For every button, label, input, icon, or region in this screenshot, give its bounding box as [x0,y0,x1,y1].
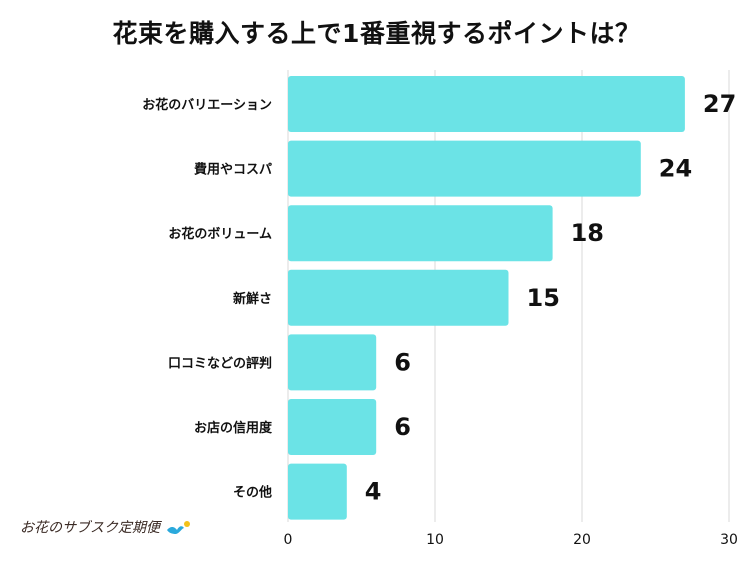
category-label-1: 費用やコスパ [194,162,272,178]
bar-5 [288,399,377,455]
bar-4 [288,334,377,391]
category-label-0: お花のバリエーション [142,97,272,113]
value-label-6: 4 [365,478,382,506]
x-tick-label-1: 10 [426,532,444,548]
value-label-1: 24 [659,155,692,183]
value-label-3: 15 [527,284,560,312]
value-label-2: 18 [571,219,604,247]
value-label-5: 6 [394,413,411,441]
bar-1 [288,140,641,197]
x-tick-label-2: 20 [573,532,591,548]
bar-0 [288,76,685,132]
category-label-3: 新鮮さ [233,291,272,307]
value-label-0: 27 [703,90,736,118]
labels: 0 10 20 30 お花のバリエーション 27 費用やコスパ 24 お花のボリューム 18 新鮮さ… [142,90,738,548]
bar-2 [288,205,553,262]
brand-text: お花のサブスク定期便 [20,520,160,536]
category-label-5: お店の信用度 [194,420,273,436]
bars [288,76,685,520]
x-tick-label-3: 30 [720,532,738,548]
bird-and-flower-icon [167,521,191,534]
bar-6 [288,463,347,520]
bar-3 [288,269,509,326]
brand-logo: お花のサブスク定期便 [20,517,192,537]
category-label-4: 口コミなどの評判 [168,355,272,371]
category-label-6: その他 [233,485,272,501]
chart-title: 花束を購入する上で1番重視するポイントは？ [112,19,641,48]
value-label-4: 6 [394,348,411,376]
x-tick-label-0: 0 [284,532,293,548]
category-label-2: お花のボリューム [168,226,272,242]
